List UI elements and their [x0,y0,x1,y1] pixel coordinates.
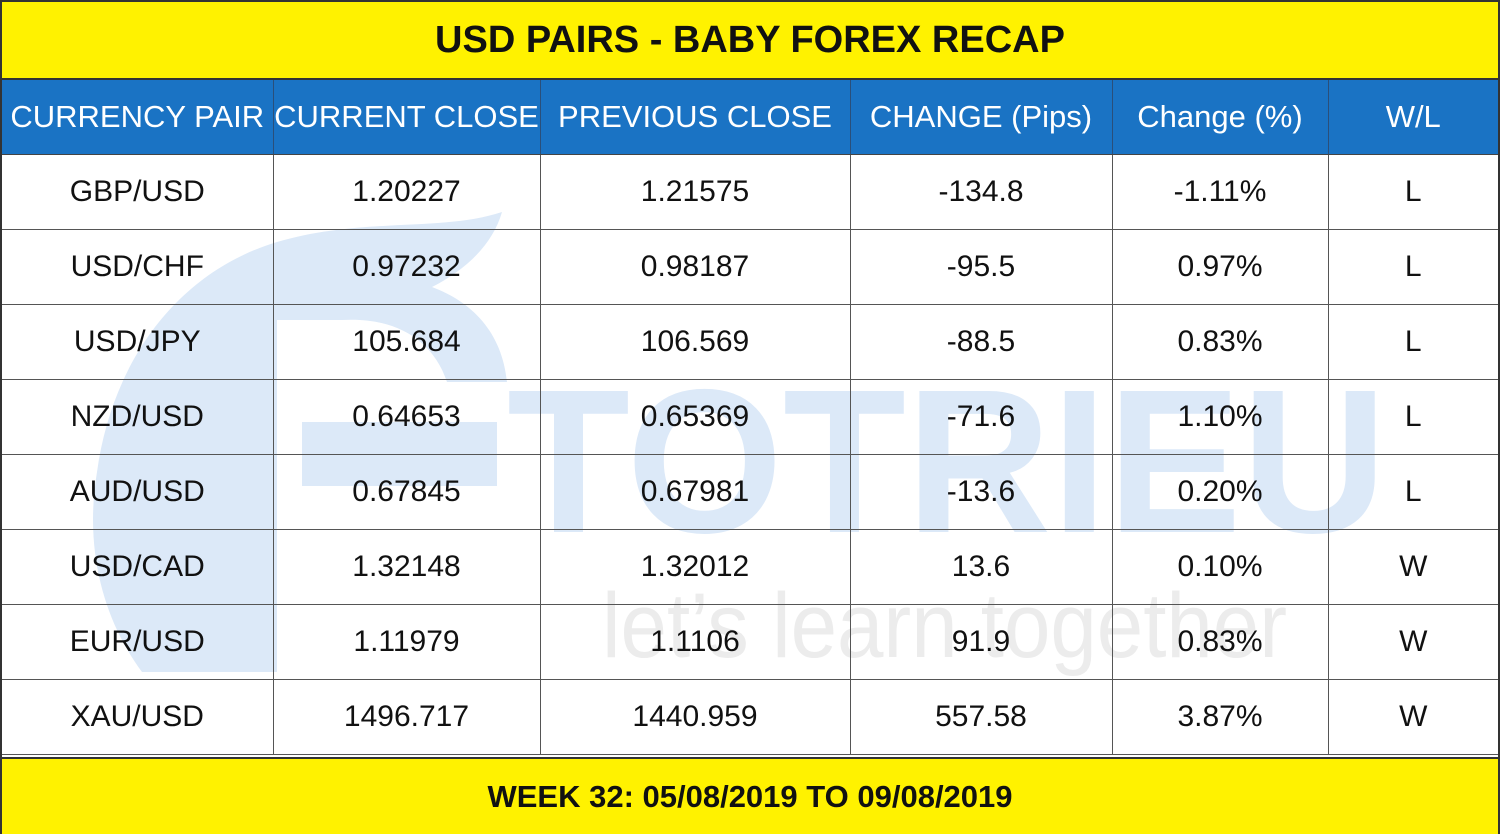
cell-change-pips: -88.5 [850,304,1113,380]
cell-change-pips: -13.6 [850,454,1113,530]
cell-change-percent: 3.87% [1112,679,1329,755]
cell-win-loss: L [1328,154,1498,230]
col-header-change-pips: CHANGE (Pips) [850,80,1113,155]
cell-currency-pair: GBP/USD [2,154,274,230]
week-range-footer: WEEK 32: 05/08/2019 TO 09/08/2019 [2,757,1498,834]
cell-change-pips: -134.8 [850,154,1113,230]
cell-previous-close: 0.65369 [540,379,851,455]
col-header-previous-close: PREVIOUS CLOSE [540,80,851,155]
cell-change-pips: 91.9 [850,604,1113,680]
table-row: GBP/USD 1.20227 1.21575 -134.8 -1.11% L [2,154,1498,230]
cell-change-percent: -1.11% [1112,154,1329,230]
cell-win-loss: L [1328,379,1498,455]
cell-change-percent: 0.83% [1112,604,1329,680]
cell-change-pips: 13.6 [850,529,1113,605]
table-row: NZD/USD 0.64653 0.65369 -71.6 1.10% L [2,379,1498,455]
table-row: USD/CHF 0.97232 0.98187 -95.5 0.97% L [2,229,1498,305]
cell-current-close: 1496.717 [273,679,541,755]
table-row: AUD/USD 0.67845 0.67981 -13.6 0.20% L [2,454,1498,530]
cell-win-loss: W [1328,604,1498,680]
cell-win-loss: L [1328,229,1498,305]
cell-change-percent: 0.10% [1112,529,1329,605]
cell-previous-close: 1440.959 [540,679,851,755]
cell-currency-pair: XAU/USD [2,679,274,755]
col-header-current-close: CURRENT CLOSE [273,80,541,155]
col-header-change-percent: Change (%) [1112,80,1329,155]
table-row: USD/CAD 1.32148 1.32012 13.6 0.10% W [2,529,1498,605]
cell-previous-close: 1.21575 [540,154,851,230]
cell-win-loss: L [1328,454,1498,530]
cell-change-percent: 0.83% [1112,304,1329,380]
header-row: CURRENCY PAIR CURRENT CLOSE PREVIOUS CLO… [2,80,1498,155]
cell-current-close: 1.32148 [273,529,541,605]
cell-previous-close: 0.67981 [540,454,851,530]
cell-change-pips: -95.5 [850,229,1113,305]
table-row: USD/JPY 105.684 106.569 -88.5 0.83% L [2,304,1498,380]
col-header-win-loss: W/L [1328,80,1498,155]
cell-current-close: 105.684 [273,304,541,380]
cell-currency-pair: USD/JPY [2,304,274,380]
cell-win-loss: W [1328,529,1498,605]
cell-change-percent: 0.20% [1112,454,1329,530]
cell-currency-pair: USD/CAD [2,529,274,605]
cell-previous-close: 1.32012 [540,529,851,605]
cell-change-percent: 1.10% [1112,379,1329,455]
cell-current-close: 1.20227 [273,154,541,230]
col-header-currency-pair: CURRENCY PAIR [2,80,274,155]
cell-previous-close: 106.569 [540,304,851,380]
cell-current-close: 0.64653 [273,379,541,455]
cell-change-pips: -71.6 [850,379,1113,455]
cell-current-close: 1.11979 [273,604,541,680]
cell-currency-pair: EUR/USD [2,604,274,680]
cell-change-percent: 0.97% [1112,229,1329,305]
cell-change-pips: 557.58 [850,679,1113,755]
cell-previous-close: 1.1106 [540,604,851,680]
cell-current-close: 0.97232 [273,229,541,305]
cell-currency-pair: AUD/USD [2,454,274,530]
cell-previous-close: 0.98187 [540,229,851,305]
cell-currency-pair: NZD/USD [2,379,274,455]
page-title: USD PAIRS - BABY FOREX RECAP [2,2,1498,80]
cell-win-loss: W [1328,679,1498,755]
cell-currency-pair: USD/CHF [2,229,274,305]
forex-table: CURRENCY PAIR CURRENT CLOSE PREVIOUS CLO… [2,80,1498,755]
table-row: EUR/USD 1.11979 1.1106 91.9 0.83% W [2,604,1498,680]
cell-win-loss: L [1328,304,1498,380]
table-row: XAU/USD 1496.717 1440.959 557.58 3.87% W [2,679,1498,755]
cell-current-close: 0.67845 [273,454,541,530]
